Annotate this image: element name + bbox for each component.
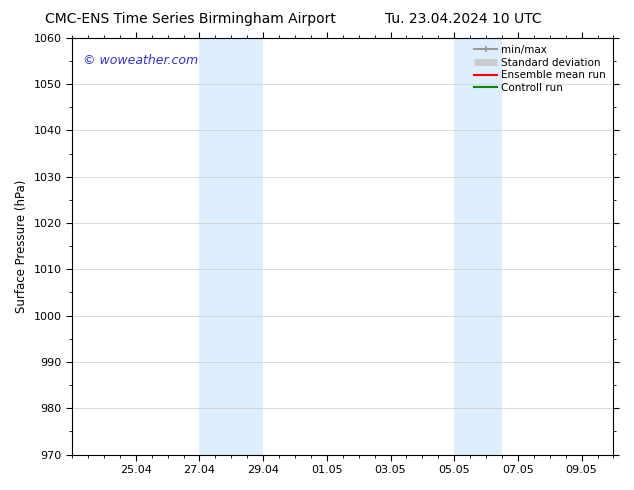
Text: © woweather.com: © woweather.com <box>83 54 198 68</box>
Text: CMC-ENS Time Series Birmingham Airport: CMC-ENS Time Series Birmingham Airport <box>45 12 335 26</box>
Bar <box>200 38 263 455</box>
Text: Tu. 23.04.2024 10 UTC: Tu. 23.04.2024 10 UTC <box>384 12 541 26</box>
Bar <box>454 38 502 455</box>
Y-axis label: Surface Pressure (hPa): Surface Pressure (hPa) <box>15 179 28 313</box>
Legend: min/max, Standard deviation, Ensemble mean run, Controll run: min/max, Standard deviation, Ensemble me… <box>470 41 611 97</box>
